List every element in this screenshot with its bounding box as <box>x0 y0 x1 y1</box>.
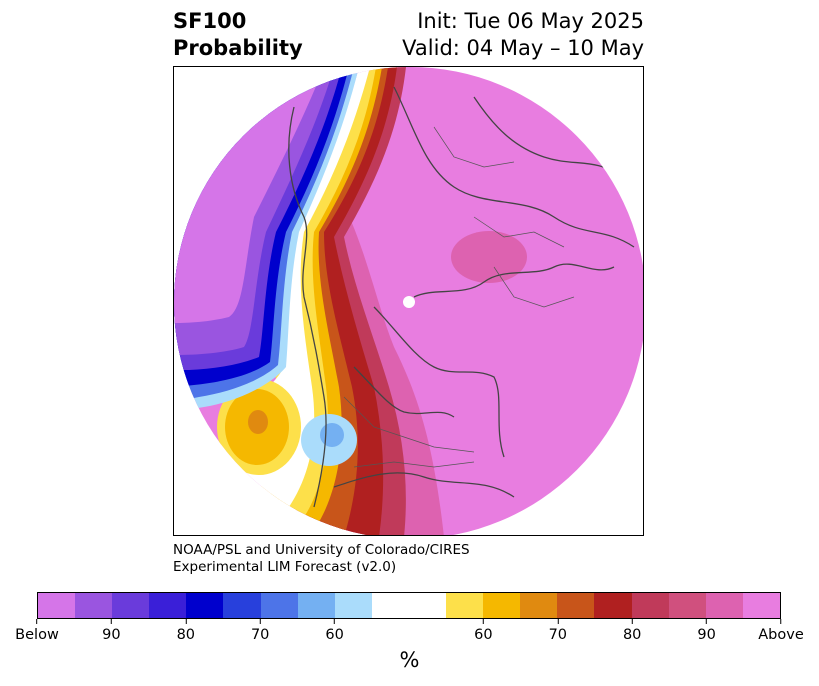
colorbar-tick: 90 <box>102 619 121 643</box>
tick-label: 60 <box>474 627 493 643</box>
colorbar-segment <box>149 593 187 618</box>
borders <box>343 126 575 468</box>
tick-label: Above <box>758 627 804 643</box>
colorbar-segment <box>223 593 261 618</box>
tick-label: 70 <box>250 627 270 643</box>
colorbar-tick: 80 <box>623 619 641 643</box>
forecast-map <box>173 66 644 536</box>
colorbar-segment <box>260 593 298 618</box>
title-line-2: Probability <box>173 36 303 60</box>
colorbar-segment <box>408 593 447 618</box>
credit-line-1: NOAA/PSL and University of Colorado/CIRE… <box>173 542 470 558</box>
tick-label: 60 <box>325 627 344 643</box>
north-pole-marker <box>403 296 415 308</box>
colorbar-tick: 90 <box>697 619 716 643</box>
colorbar-segment <box>631 593 669 618</box>
colorbar-segment <box>186 593 224 618</box>
credit: NOAA/PSL and University of Colorado/CIRE… <box>173 542 470 576</box>
tick-mark <box>36 619 38 624</box>
colorbar-segment <box>334 593 372 618</box>
tick-label: 70 <box>548 627 568 643</box>
valid-range: Valid: 04 May – 10 May <box>402 36 644 60</box>
tick-mark <box>706 619 708 624</box>
tick-label: Below <box>15 627 59 643</box>
colorbar-ticks: Below 90 80 70 60 60 70 80 90 Above <box>15 619 804 649</box>
colorbar-segment <box>446 593 484 618</box>
tick-mark <box>334 619 336 624</box>
tick-label: 80 <box>176 627 196 643</box>
tick-label: 80 <box>622 627 642 643</box>
coastlines <box>288 86 635 508</box>
colorbar-tick: 80 <box>177 619 195 643</box>
region-above-90-siberia <box>451 231 527 283</box>
map-title: SF100 Probability <box>173 8 303 62</box>
tick-mark <box>557 619 559 624</box>
colorbar-tick: 70 <box>549 619 567 643</box>
title-line-1: SF100 <box>173 9 247 33</box>
credit-line-2: Experimental LIM Forecast (v2.0) <box>173 559 397 575</box>
colorbar-segment <box>112 593 150 618</box>
colorbar-segment <box>742 593 780 618</box>
colorbar-segment <box>38 593 76 618</box>
colorbar-segment <box>557 593 595 618</box>
colorbar-segment <box>705 593 743 618</box>
tick-mark <box>780 619 782 624</box>
map-svg <box>174 67 643 535</box>
tick-mark <box>259 619 261 624</box>
colorbar-segment <box>594 593 632 618</box>
tick-label: 90 <box>697 627 716 643</box>
tick-label: 90 <box>102 627 121 643</box>
init-date: Init: Tue 06 May 2025 <box>417 9 644 33</box>
region-above-65-pacific <box>248 410 268 434</box>
colorbar-segment <box>75 593 113 618</box>
colorbar-tick: 60 <box>325 619 344 643</box>
tick-mark <box>482 619 484 624</box>
tick-mark <box>110 619 112 624</box>
forecast-dates: Init: Tue 06 May 2025 Valid: 04 May – 10… <box>402 8 644 62</box>
colorbar-tick: 60 <box>474 619 493 643</box>
colorbar-tick: 70 <box>251 619 269 643</box>
colorbar <box>37 592 781 619</box>
region-below-60-oregon <box>320 423 344 447</box>
tick-mark <box>631 619 633 624</box>
colorbar-tick: Above <box>758 619 804 643</box>
colorbar-unit: % <box>399 648 420 672</box>
colorbar-segment <box>668 593 706 618</box>
colorbar-segment <box>520 593 558 618</box>
colorbar-segment <box>483 593 521 618</box>
colorbar-segment <box>297 593 335 618</box>
colorbar-segment <box>371 593 409 618</box>
colorbar-tick: Below <box>15 619 59 643</box>
tick-mark <box>185 619 187 624</box>
